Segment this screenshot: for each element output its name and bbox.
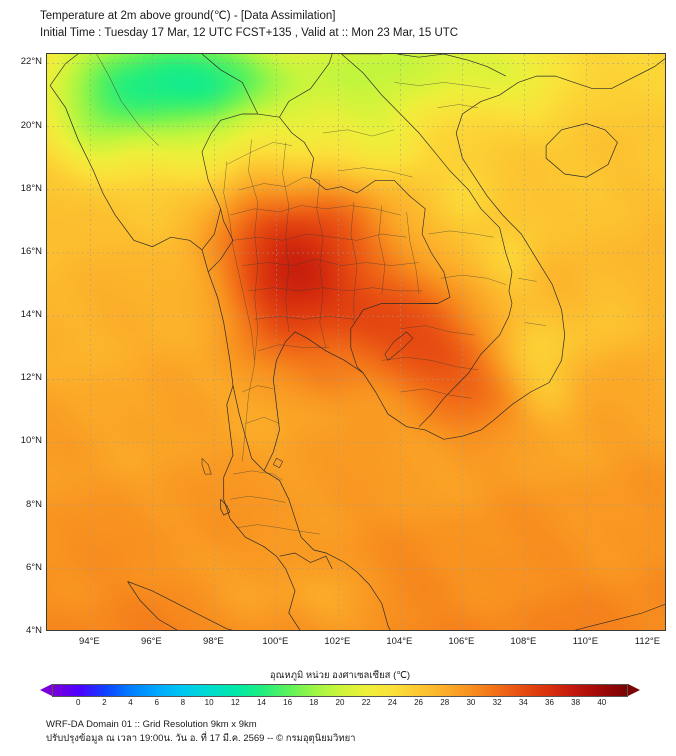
colorbar-tick: 16 bbox=[283, 698, 293, 707]
temperature-map[interactable] bbox=[46, 53, 666, 631]
y-axis-tick-label: 10°N bbox=[20, 435, 42, 447]
colorbar: อุณหภูมิ หน่วย องศาเซลเซียส (℃) 0 2 4 6 8 10 1… bbox=[40, 668, 640, 712]
footer-line-1: WRF-DA Domain 01 :: Grid Resolution 9km … bbox=[46, 719, 257, 730]
x-axis-tick-label: 98°E bbox=[203, 636, 224, 647]
colorbar-tick: 38 bbox=[571, 698, 581, 707]
chart-title-block: Temperature at 2m above ground(℃) - [Dat… bbox=[40, 8, 458, 42]
x-axis-tick-label: 100°E bbox=[262, 636, 289, 647]
colorbar-tick: 14 bbox=[257, 698, 266, 707]
x-axis-tick-label: 108°E bbox=[510, 636, 537, 647]
colorbar-tick: 12 bbox=[230, 698, 240, 707]
colorbar-tick: 4 bbox=[128, 698, 133, 707]
colorbar-tick: 24 bbox=[387, 698, 397, 707]
colorbar-tick: 22 bbox=[361, 698, 371, 707]
title-line-1: Temperature at 2m above ground(℃) - [Dat… bbox=[40, 10, 336, 22]
temperature-raster bbox=[47, 54, 665, 630]
colorbar-tick: 10 bbox=[204, 698, 214, 707]
x-axis-tick-label: 110°E bbox=[572, 636, 599, 647]
x-axis-tick-label: 94°E bbox=[79, 636, 100, 647]
x-axis-tick-label: 112°E bbox=[634, 636, 661, 647]
x-axis-tick-label: 102°E bbox=[324, 636, 351, 647]
x-axis-tick-label: 96°E bbox=[141, 636, 162, 647]
y-axis-tick-label: 6°N bbox=[26, 561, 42, 573]
colorbar-tick: 2 bbox=[102, 698, 107, 707]
colorbar-tick: 28 bbox=[440, 698, 450, 707]
colorbar-tick: 32 bbox=[492, 698, 502, 707]
y-axis-tick-label: 18°N bbox=[20, 182, 42, 194]
colorbar-gradient bbox=[52, 684, 628, 697]
y-axis-tick-label: 4°N bbox=[26, 625, 42, 636]
colorbar-tick: 30 bbox=[466, 698, 476, 707]
colorbar-tick: 20 bbox=[335, 698, 345, 707]
colorbar-max-arrow bbox=[628, 684, 640, 696]
map-overlay-vectors bbox=[47, 54, 665, 630]
x-axis-tick-label: 104°E bbox=[386, 636, 413, 647]
y-axis-tick-label: 12°N bbox=[20, 372, 42, 384]
title-line-2: Initial Time : Tuesday 17 Mar, 12 UTC FC… bbox=[40, 27, 459, 39]
colorbar-min-arrow bbox=[40, 684, 52, 696]
y-axis-tick-label: 20°N bbox=[20, 119, 42, 131]
y-axis-tick-label: 8°N bbox=[26, 498, 42, 510]
footer-line-2: ปรับปรุงข้อมูล ณ เวลา 19:00น. วัน อ. ที่… bbox=[46, 733, 356, 744]
colorbar-tick: 26 bbox=[414, 698, 423, 707]
y-axis-tick-label: 16°N bbox=[20, 245, 42, 257]
colorbar-tick: 18 bbox=[309, 698, 319, 707]
y-axis-tick-label: 14°N bbox=[20, 309, 42, 321]
colorbar-tick: 34 bbox=[518, 698, 528, 707]
colorbar-tick: 8 bbox=[180, 698, 186, 707]
colorbar-tick: 6 bbox=[154, 698, 159, 707]
colorbar-tick: 36 bbox=[545, 698, 554, 707]
colorbar-tick: 0 bbox=[75, 698, 81, 707]
colorbar-tick: 40 bbox=[597, 698, 607, 707]
colorbar-title: อุณหภูมิ หน่วย องศาเซลเซียส (℃) bbox=[269, 670, 411, 681]
y-axis-tick-label: 22°N bbox=[20, 56, 42, 68]
footer-block: WRF-DA Domain 01 :: Grid Resolution 9km … bbox=[46, 718, 356, 746]
x-axis-tick-label: 106°E bbox=[448, 636, 475, 647]
